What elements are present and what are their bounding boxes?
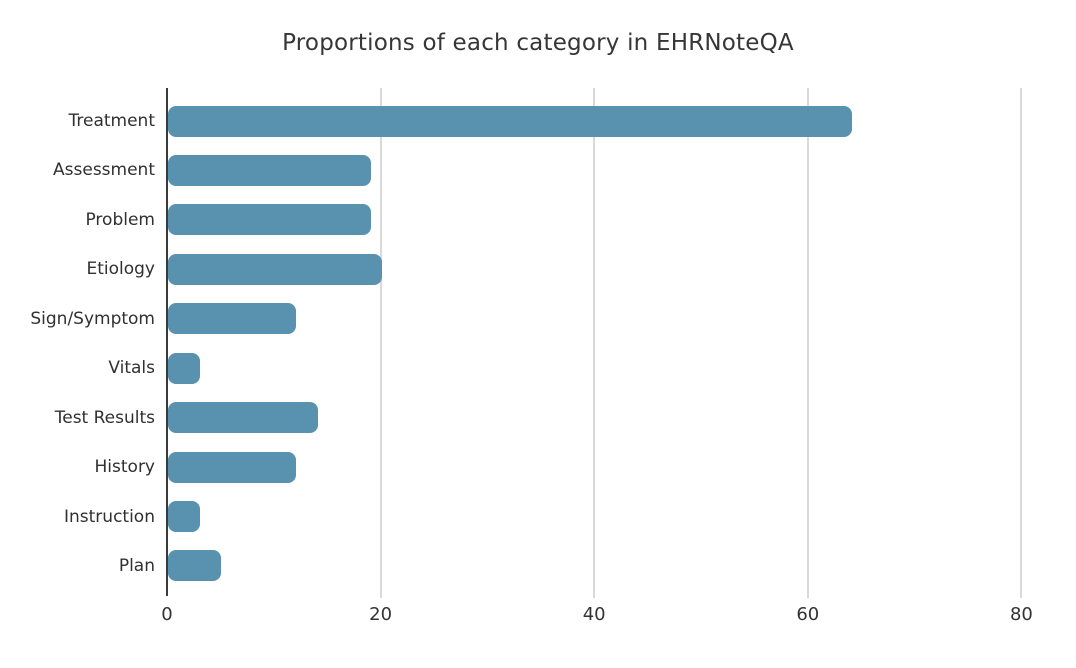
category-label: Instruction xyxy=(64,506,155,527)
x-tick-label: 20 xyxy=(369,604,393,625)
category-label: Treatment xyxy=(68,111,155,131)
category-label: Etiology xyxy=(86,259,155,280)
bar-vitals xyxy=(168,352,201,384)
bar-plan xyxy=(168,550,222,582)
x-tick-label: 80 xyxy=(1009,604,1033,625)
chart-title: Proportions of each category in EHRNoteQ… xyxy=(282,30,794,56)
bar-sign-symptom xyxy=(168,303,297,335)
category-label: Test Results xyxy=(54,407,155,428)
gridline-x-60 xyxy=(806,88,809,598)
gridline-x-20 xyxy=(379,88,382,598)
y-axis-line xyxy=(166,88,168,596)
bar-assessment xyxy=(168,154,371,186)
category-label: Sign/Symptom xyxy=(30,308,155,329)
category-label: Problem xyxy=(85,209,155,230)
gridline-x-40 xyxy=(593,88,596,598)
x-tick-label: 0 xyxy=(161,604,173,625)
category-label: Vitals xyxy=(108,358,155,379)
bar-history xyxy=(168,451,297,483)
bar-etiology xyxy=(168,253,382,285)
gridline-x-80 xyxy=(1020,88,1023,598)
bar-treatment xyxy=(168,105,852,137)
bar-problem xyxy=(168,204,371,236)
category-label: Assessment xyxy=(53,160,155,181)
category-label: History xyxy=(94,457,155,478)
x-tick-label: 40 xyxy=(582,604,606,625)
bar-instruction xyxy=(168,501,201,533)
category-label: Plan xyxy=(118,555,155,576)
bar-test-results xyxy=(168,402,318,434)
x-tick-label: 60 xyxy=(796,604,820,625)
